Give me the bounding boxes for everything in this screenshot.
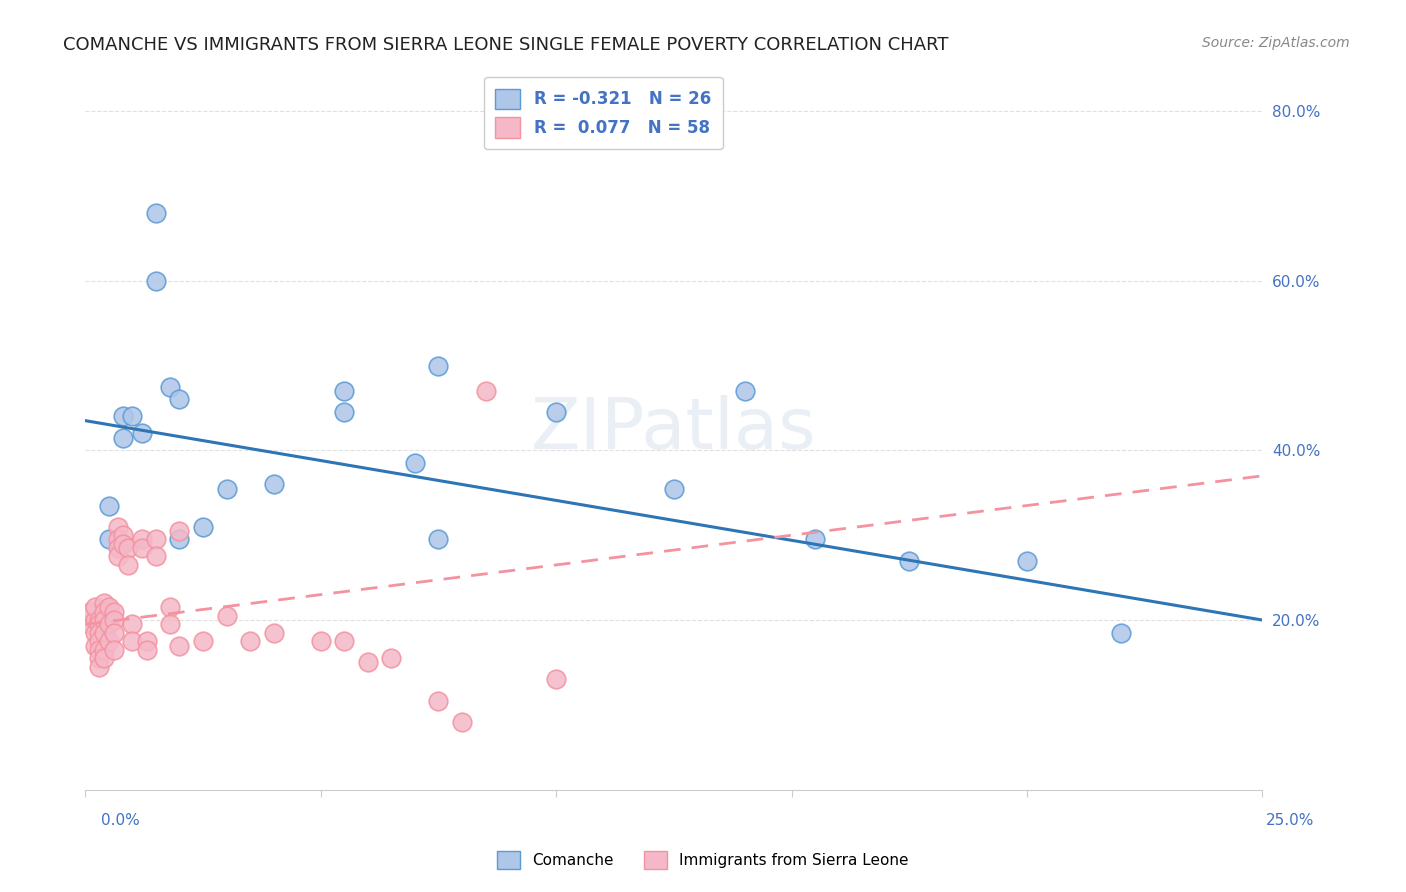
Point <box>169 392 191 407</box>
Point <box>131 426 153 441</box>
Point <box>103 605 125 619</box>
Legend: R = -0.321   N = 26, R =  0.077   N = 58: R = -0.321 N = 26, R = 0.077 N = 58 <box>484 77 723 149</box>
Point <box>97 617 120 632</box>
Point <box>239 634 262 648</box>
Point <box>145 549 167 564</box>
Point <box>215 482 238 496</box>
Point <box>191 520 214 534</box>
Point <box>107 541 129 555</box>
Point <box>121 409 143 424</box>
Point <box>451 714 474 729</box>
Point <box>79 617 101 632</box>
Point <box>357 656 380 670</box>
Point <box>103 625 125 640</box>
Point <box>333 405 356 419</box>
Point <box>89 617 111 632</box>
Point <box>215 608 238 623</box>
Point <box>474 384 496 398</box>
Point <box>145 206 167 220</box>
Point <box>93 605 115 619</box>
Point <box>97 600 120 615</box>
Point <box>89 613 111 627</box>
Point <box>145 274 167 288</box>
Point <box>263 625 285 640</box>
Point <box>89 659 111 673</box>
Point <box>83 600 105 615</box>
Point <box>263 477 285 491</box>
Point <box>83 613 105 627</box>
Point <box>734 384 756 398</box>
Point <box>83 639 105 653</box>
Legend: Comanche, Immigrants from Sierra Leone: Comanche, Immigrants from Sierra Leone <box>491 845 915 875</box>
Point <box>97 533 120 547</box>
Point <box>93 642 115 657</box>
Point <box>117 558 139 572</box>
Point <box>159 600 181 615</box>
Point <box>427 694 450 708</box>
Point <box>89 642 111 657</box>
Point <box>97 634 120 648</box>
Point <box>131 533 153 547</box>
Point <box>546 673 568 687</box>
Point <box>93 613 115 627</box>
Point <box>1109 625 1132 640</box>
Point <box>1015 554 1038 568</box>
Point <box>169 524 191 538</box>
Point <box>169 639 191 653</box>
Point <box>427 359 450 373</box>
Point <box>111 528 134 542</box>
Point <box>546 405 568 419</box>
Point <box>103 613 125 627</box>
Point <box>97 499 120 513</box>
Text: Source: ZipAtlas.com: Source: ZipAtlas.com <box>1202 36 1350 50</box>
Point <box>111 409 134 424</box>
Point <box>83 625 105 640</box>
Point <box>121 634 143 648</box>
Point <box>89 634 111 648</box>
Point <box>107 520 129 534</box>
Point <box>427 533 450 547</box>
Point <box>898 554 921 568</box>
Text: 25.0%: 25.0% <box>1267 814 1315 828</box>
Point <box>662 482 685 496</box>
Point <box>135 642 157 657</box>
Point <box>107 533 129 547</box>
Text: COMANCHE VS IMMIGRANTS FROM SIERRA LEONE SINGLE FEMALE POVERTY CORRELATION CHART: COMANCHE VS IMMIGRANTS FROM SIERRA LEONE… <box>63 36 949 54</box>
Point <box>131 541 153 555</box>
Point <box>111 537 134 551</box>
Point <box>145 533 167 547</box>
Point <box>159 380 181 394</box>
Text: 0.0%: 0.0% <box>101 814 141 828</box>
Point <box>89 651 111 665</box>
Point <box>93 651 115 665</box>
Point <box>169 533 191 547</box>
Point <box>103 642 125 657</box>
Point <box>333 384 356 398</box>
Point <box>135 634 157 648</box>
Point <box>93 625 115 640</box>
Point <box>191 634 214 648</box>
Point <box>309 634 332 648</box>
Point <box>159 617 181 632</box>
Point <box>89 625 111 640</box>
Point <box>380 651 402 665</box>
Text: ZIPatlas: ZIPatlas <box>531 394 817 464</box>
Point <box>93 596 115 610</box>
Point <box>111 431 134 445</box>
Point <box>107 549 129 564</box>
Point <box>79 605 101 619</box>
Point <box>117 541 139 555</box>
Point <box>121 617 143 632</box>
Point <box>333 634 356 648</box>
Point <box>404 456 426 470</box>
Point <box>804 533 827 547</box>
